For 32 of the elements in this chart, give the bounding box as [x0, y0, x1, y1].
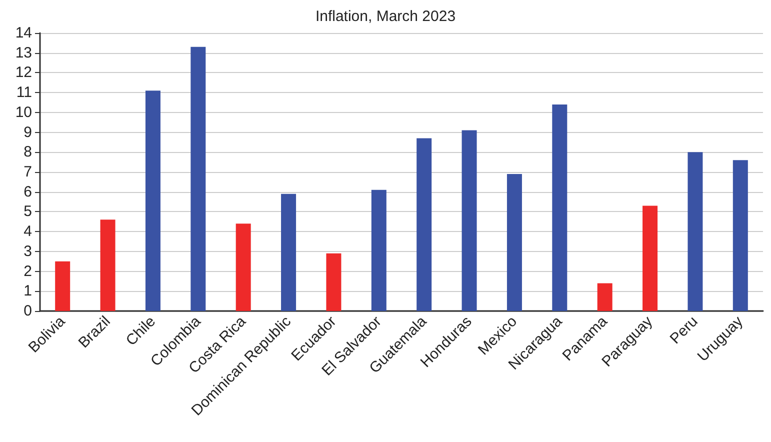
bar	[462, 130, 477, 311]
bar	[100, 220, 116, 311]
bar	[145, 90, 160, 311]
y-tick-label: 12	[15, 64, 32, 82]
y-tick-label: 9	[24, 124, 32, 141]
bar	[326, 253, 342, 311]
bar	[552, 104, 568, 311]
bar	[190, 46, 206, 311]
bar	[688, 152, 703, 311]
y-tick-label: 8	[24, 144, 32, 161]
y-tick-label: 5	[24, 203, 32, 220]
y-tick-label: 2	[24, 262, 32, 280]
y-tick-label: 3	[24, 242, 32, 260]
y-tick-label: 10	[15, 104, 32, 121]
bar	[732, 160, 748, 311]
bar	[642, 206, 658, 311]
y-tick-label: 7	[24, 164, 32, 180]
bar	[55, 261, 70, 311]
y-tick-label: 11	[16, 84, 32, 102]
y-tick-label: 6	[24, 183, 32, 200]
bar	[281, 194, 296, 311]
bar	[506, 174, 522, 311]
y-tick-label: 13	[15, 44, 32, 62]
bar	[597, 283, 612, 311]
bar	[371, 190, 386, 311]
chart-title: Inflation, March 2023	[315, 8, 456, 25]
y-tick-label: 1	[24, 282, 32, 300]
y-tick-label: 0	[24, 302, 32, 320]
bar	[236, 224, 251, 311]
y-tick-label: 14	[15, 24, 32, 42]
bar	[416, 138, 432, 311]
y-tick-label: 4	[24, 223, 32, 240]
